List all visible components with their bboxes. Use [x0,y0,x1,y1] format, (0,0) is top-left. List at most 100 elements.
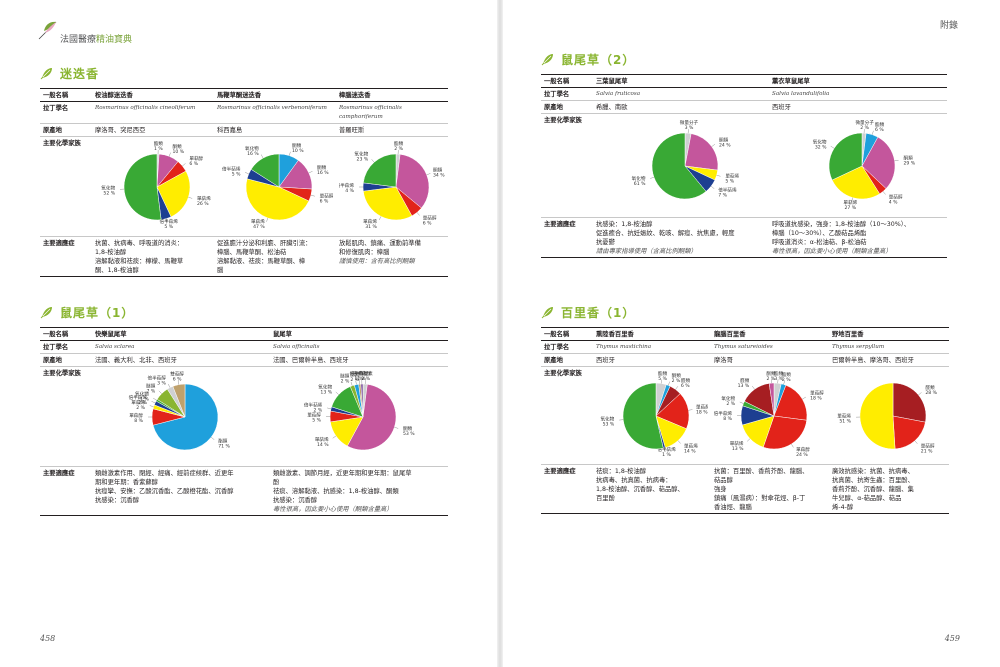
indication-line: 鎮痛（風濕病）：對傘花烴、β-丁 [714,494,806,502]
pie-leader-line [177,380,180,385]
pie-slice-label: 單萜烯 [837,412,851,419]
origin: 法國、巴爾幹半島、西班牙 [270,353,448,367]
pie-slice-label: 氧化物 [354,150,368,157]
latin-name: Thymus mastichina [593,340,711,354]
pie-leader-line [151,400,156,403]
pie-slice-value: 4 % [345,188,354,194]
section-title-text: 百里香（1） [561,305,636,320]
pie-slice-label: 微量分子 [855,119,874,126]
pie-slice-value: 2 % [350,376,359,382]
indication-line: 和修復肌肉：樟腦 [339,248,390,256]
pie-slice-value: 1 % [357,376,366,382]
appendix-label: 附錄 [939,21,958,31]
pie-slice-label: 醛類 [925,384,935,391]
pie-slice-label: 單萜醇 [921,442,935,449]
pie-slice-label: 酯類 [394,140,404,147]
table-row: 拉丁學名 Salvia fruticosa Salvia lavandulifoli… [541,87,947,101]
pie-slice-label: 氧化物 [632,175,646,182]
pie-leader-line [416,211,420,216]
indication-line: 呼吸道抗感染，強身：1,8-桉油醇（10～30%）、 [772,220,911,228]
indications: 廣效抗感染：抗菌、抗病毒、 抗真菌、抗寄生蟲：百里酚、 香荊芥酚、沉香醇、龍腦、集牛… [829,464,949,514]
pie-slice-label: 單萜醇 [189,155,203,162]
indication-line: 抗痙攣、安撫：乙酸沉香酯、乙酸橙花酯、沉香醇 [95,487,234,495]
section-title: 迷迭香 [40,64,452,82]
pie-slice-label: 酯類 [218,437,228,444]
section-title: 鼠尾草（2） [541,50,955,68]
pie-slice-value: 3 % [685,125,694,131]
indication-line: 祛痰：1,8-桉油醇 [596,467,647,475]
pie-slice-value: 51 % [839,418,851,424]
pie-slice-value: 6 % [681,383,690,389]
common-name: 快樂鼠尾草 [92,327,270,341]
indication-line: 抗菌、抗病毒、呼吸道的消炎： [95,239,184,247]
common-name: 野地百里香 [829,327,949,341]
common-name: 樟腦迷迭香 [336,88,448,102]
origin: 法國、義大利、北非、西班牙 [92,353,270,367]
indication-line: 1,8-桉油醇、沉香醇、萜品醇、 [596,485,684,493]
pie-slice-value: 6 % [173,376,182,382]
latin-name: Salvia fruticosa [593,87,769,101]
pie-leader-line [668,381,670,385]
pie-slice-value: 27 % [844,205,856,211]
indications: 放鬆肌肉、鎮痛、運動前準備 和修復肌肉：樟腦 謹慎使用：含有高比例酮類 [336,236,448,277]
caution-note: 毒性很高，因此要小心使用（酮類含量高） [273,505,393,513]
indication-line: 廣效抗感染：抗菌、抗病毒、 [832,467,914,475]
indication-line: 抗菌：百里酚、香荊芥酚、龍腦、 [714,467,809,475]
indication-line: 抗感染：1,8-桉油醇 [596,220,653,228]
indication-line: 酚 [273,478,280,486]
pie-slice [152,383,219,450]
pie-leader-line [308,170,313,173]
chem-family-chart: 酯類 1 % 酮類 10 % 單萜醇 6 % 單萜烯 26 % 倍半萜烯 5 % 氧化物 52 % [92,136,214,237]
pie-slice-value: 16 % [247,151,259,157]
pie-slice-label: 單萜烯 [197,194,211,201]
pie-slice-label: 氧化物 [600,415,614,422]
pie-slice-value: 47 % [253,224,265,230]
left-page: 法國醫療精油寶典 迷迭香 一般名稱 桉油醇迷迭香 馬鞭草酮迷迭香 樟腦迷迭香 拉丁學名 Ro… [0,0,497,667]
pie-slice-value: 2 % [314,407,323,413]
latin-name: Rosmarinus officinalis verbenoniferum [214,101,336,124]
pie-leader-line [710,185,715,189]
caution-note: 謹慎使用：含有高比例酮類 [339,257,415,265]
chem-family-chart: 酯類 5 % 酮類 2 % 醛類 6 % 單萜醇 18 % 單萜烯 14 % 倍半萜烯 1 % 氧化物 5… [593,366,711,465]
origin: 摩洛哥、突尼西亞 [92,123,214,137]
row-label: 主要化學家族 [40,366,92,467]
pie-slice-value: 10 % [292,148,304,154]
pie-slice-value: 5 % [232,171,241,177]
indication-line: 抗憂鬱 [596,238,615,246]
chem-family-chart: 酮類 10 % 酮類 16 % 單萜醇 6 % 單萜烯 47 % 倍半萜烯 5 % 氧化物 16 % [214,136,336,237]
indication-line: 期和更年期：香紫蘇醇 [95,478,158,486]
row-label: 拉丁學名 [541,340,593,354]
section-title: 百里香（1） [541,303,955,321]
common-name: 桉油醇迷迭香 [92,88,214,102]
pie-slice-value: 16 % [317,170,329,176]
pie-leader-line [168,383,171,388]
indications: 呼吸道抗感染，強身：1,8-桉油醇（10～30%）、 樟腦（10～30%）、乙酸萜… [769,217,947,258]
row-label: 原產地 [541,100,593,114]
latin-name: Thymus serpyllum [829,340,949,354]
indication-line: 1,8-桉油醇 [95,248,127,256]
row-label: 一般名稱 [40,88,92,102]
pie-slice-label: 倍半萜烯 [657,446,676,453]
common-name: 鼠尾草 [270,327,448,341]
pie-slice [684,132,719,170]
table-row: 一般名稱 熏陸香百里香 龍腦百里香 野地百里香 [541,327,949,341]
pie-slice-value: 1 % [140,396,149,402]
origin: 希臘、南歐 [593,100,769,114]
section-sage-1: 鼠尾草（1） 一般名稱 快樂鼠尾草 鼠尾草 拉丁學名 Salvia sclarea Salv… [40,303,452,516]
pie-slice-label: 單萜烯 [843,199,857,206]
leaf-icon [40,68,52,80]
pie-slice-label: 酮類 [317,164,327,171]
pie-slice [172,383,186,417]
chem-family-chart: 酯類 71 % 單萜醇 8 % 單萜烯 2 % 倍半萜烯 2 % 氧化物 1 % 醚類 7 % 倍半萜醇… [92,366,270,467]
pie-slice-label: 單萜醇 [129,412,143,419]
pie-leader-line [310,194,315,196]
leaf-icon [541,54,553,66]
table-row: 主要化學家族 酯類 71 % 單萜醇 8 % 單萜烯 2 % 倍半萜烯 2 % 氧化物 1 % 醚類 7… [40,366,448,467]
pie-slice-label: 氧化物 [245,145,259,152]
pie-slice-value: 2 % [672,378,681,384]
pie-slice-value: 7 % [147,388,156,394]
pie-leader-line [711,143,716,147]
pie-leader-line [327,407,332,409]
